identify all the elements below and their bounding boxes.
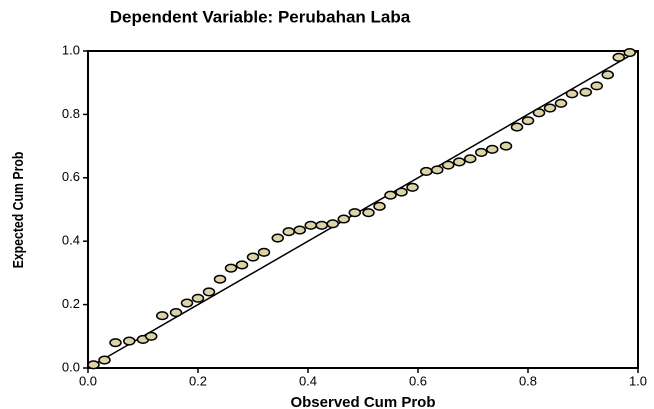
point [213, 274, 227, 284]
point [499, 141, 513, 151]
point [257, 247, 271, 257]
y-tick-label: 1.0 [62, 42, 80, 57]
point [224, 263, 238, 273]
y-tick-label: 0.6 [62, 169, 80, 184]
point [304, 220, 317, 230]
x-tick-label: 0.8 [519, 373, 537, 388]
point [384, 190, 397, 200]
chart-title: Dependent Variable: Perubahan Laba [110, 7, 411, 26]
point [590, 81, 603, 91]
point [87, 360, 100, 370]
x-tick-label: 0.0 [79, 373, 97, 388]
point [475, 147, 488, 157]
point [246, 252, 260, 262]
point [337, 214, 350, 224]
point [623, 48, 636, 58]
x-tick-label: 0.4 [299, 373, 317, 388]
point [315, 220, 328, 230]
point [348, 208, 361, 218]
x-tick-label: 0.6 [409, 373, 427, 388]
point [601, 70, 614, 80]
point [235, 260, 249, 270]
point [543, 103, 557, 113]
point [326, 219, 339, 229]
point [442, 160, 455, 170]
point [486, 144, 499, 154]
point [156, 311, 169, 321]
point [565, 89, 579, 99]
reference-line [87, 50, 639, 369]
y-tick-label: 0.4 [62, 233, 80, 248]
point [109, 338, 122, 348]
point [579, 87, 592, 97]
point [191, 293, 205, 303]
point [98, 355, 111, 365]
y-tick-label: 0.0 [62, 359, 80, 374]
point [431, 165, 444, 175]
point [420, 166, 433, 177]
y-tick-label: 0.8 [62, 106, 80, 121]
y-axis-label: Expected Cum Prob [10, 152, 26, 269]
point [453, 157, 466, 167]
point [521, 116, 535, 126]
point [293, 225, 306, 235]
point [180, 298, 194, 308]
point [169, 307, 183, 318]
x-tick-label: 1.0 [629, 373, 647, 388]
y-tick-label: 0.2 [62, 296, 80, 311]
x-axis-label: Observed Cum Prob [290, 394, 435, 409]
point [145, 331, 158, 341]
point [406, 182, 419, 192]
point [271, 233, 284, 243]
plot-frame [87, 50, 639, 369]
point [202, 287, 216, 297]
point [612, 52, 625, 62]
point [395, 187, 408, 197]
point [554, 98, 568, 108]
point [532, 108, 546, 118]
point [510, 122, 524, 132]
point [464, 154, 477, 164]
point [282, 227, 295, 237]
point [373, 201, 386, 211]
point [123, 336, 136, 346]
point [362, 208, 375, 218]
x-tick-label: 0.2 [189, 373, 207, 388]
